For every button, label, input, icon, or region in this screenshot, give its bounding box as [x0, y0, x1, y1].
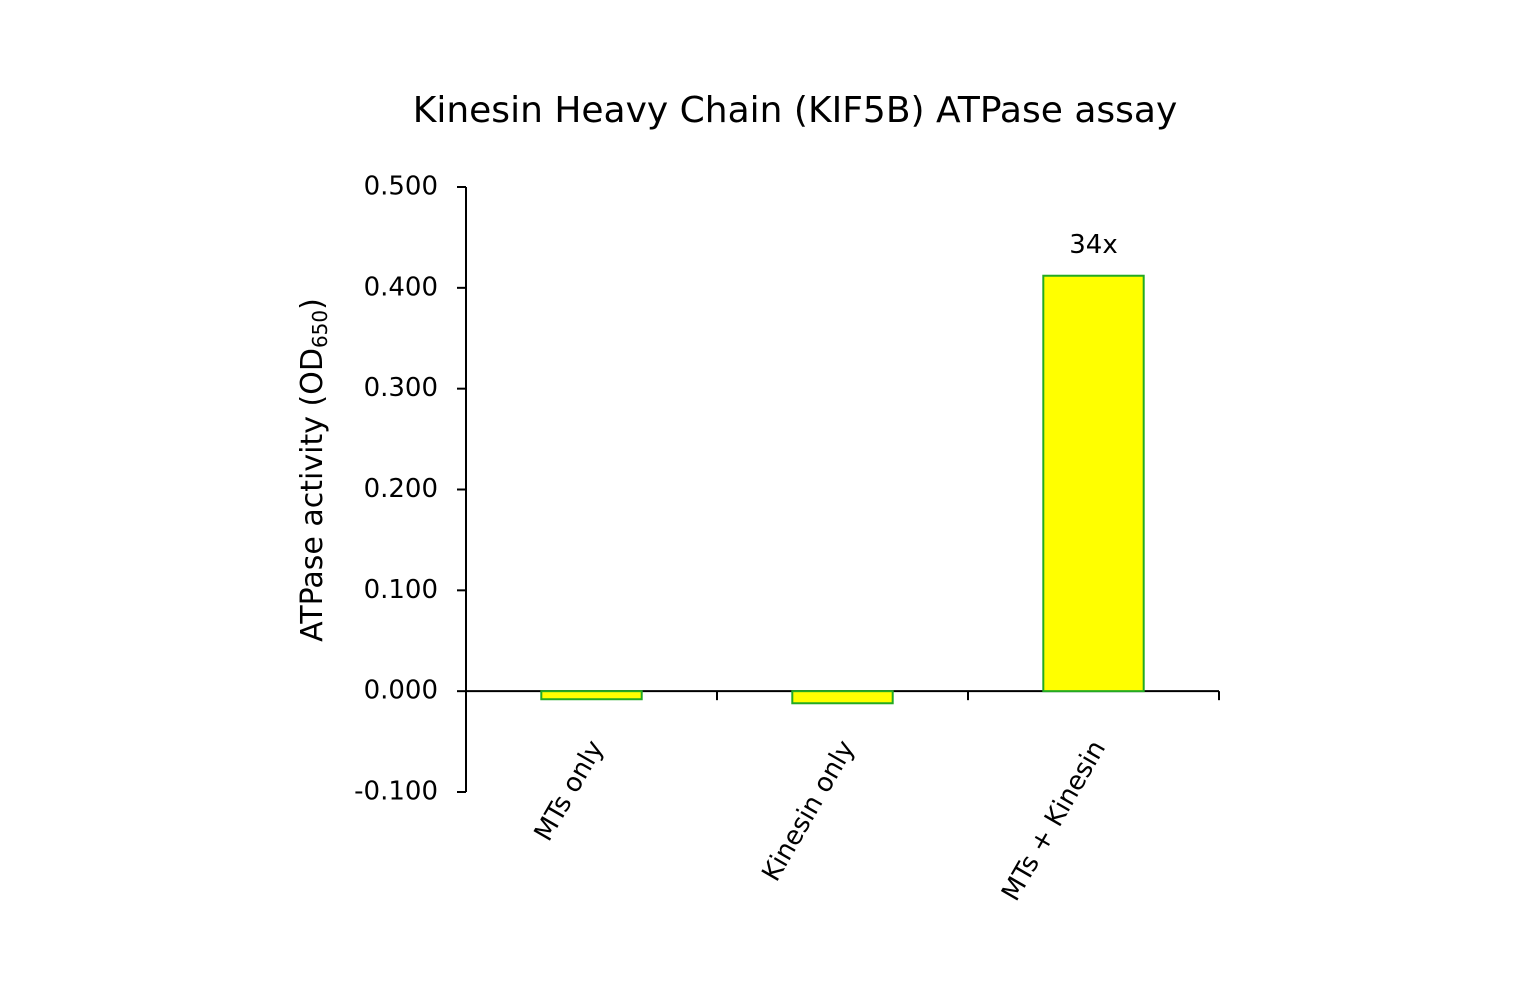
- y-axis-label-subscript: 650: [308, 310, 332, 348]
- chart-title: Kinesin Heavy Chain (KIF5B) ATPase assay: [413, 90, 1178, 131]
- y-tick-label: -0.100: [354, 777, 438, 807]
- y-axis-label-text: ATPase activity (OD: [295, 348, 330, 642]
- x-tick-label: Kinesin only: [756, 735, 861, 886]
- y-tick-label: 0.500: [364, 172, 438, 202]
- y-tick-label: 0.000: [364, 676, 438, 706]
- y-axis-label: ATPase activity (OD650): [295, 298, 332, 642]
- y-tick-label: 0.400: [364, 272, 438, 302]
- y-tick-label: 0.100: [364, 575, 438, 605]
- x-tick-label: MTs + Kinesin: [996, 735, 1112, 906]
- annotation: 34x: [1069, 230, 1117, 260]
- y-tick-label: 0.300: [364, 373, 438, 403]
- y-tick-label: 0.200: [364, 474, 438, 504]
- bar: [540, 690, 643, 701]
- bar: [1042, 274, 1145, 693]
- y-axis-label-suffix: ): [295, 298, 330, 310]
- x-tick-label: MTs only: [529, 735, 610, 846]
- bar: [791, 690, 894, 705]
